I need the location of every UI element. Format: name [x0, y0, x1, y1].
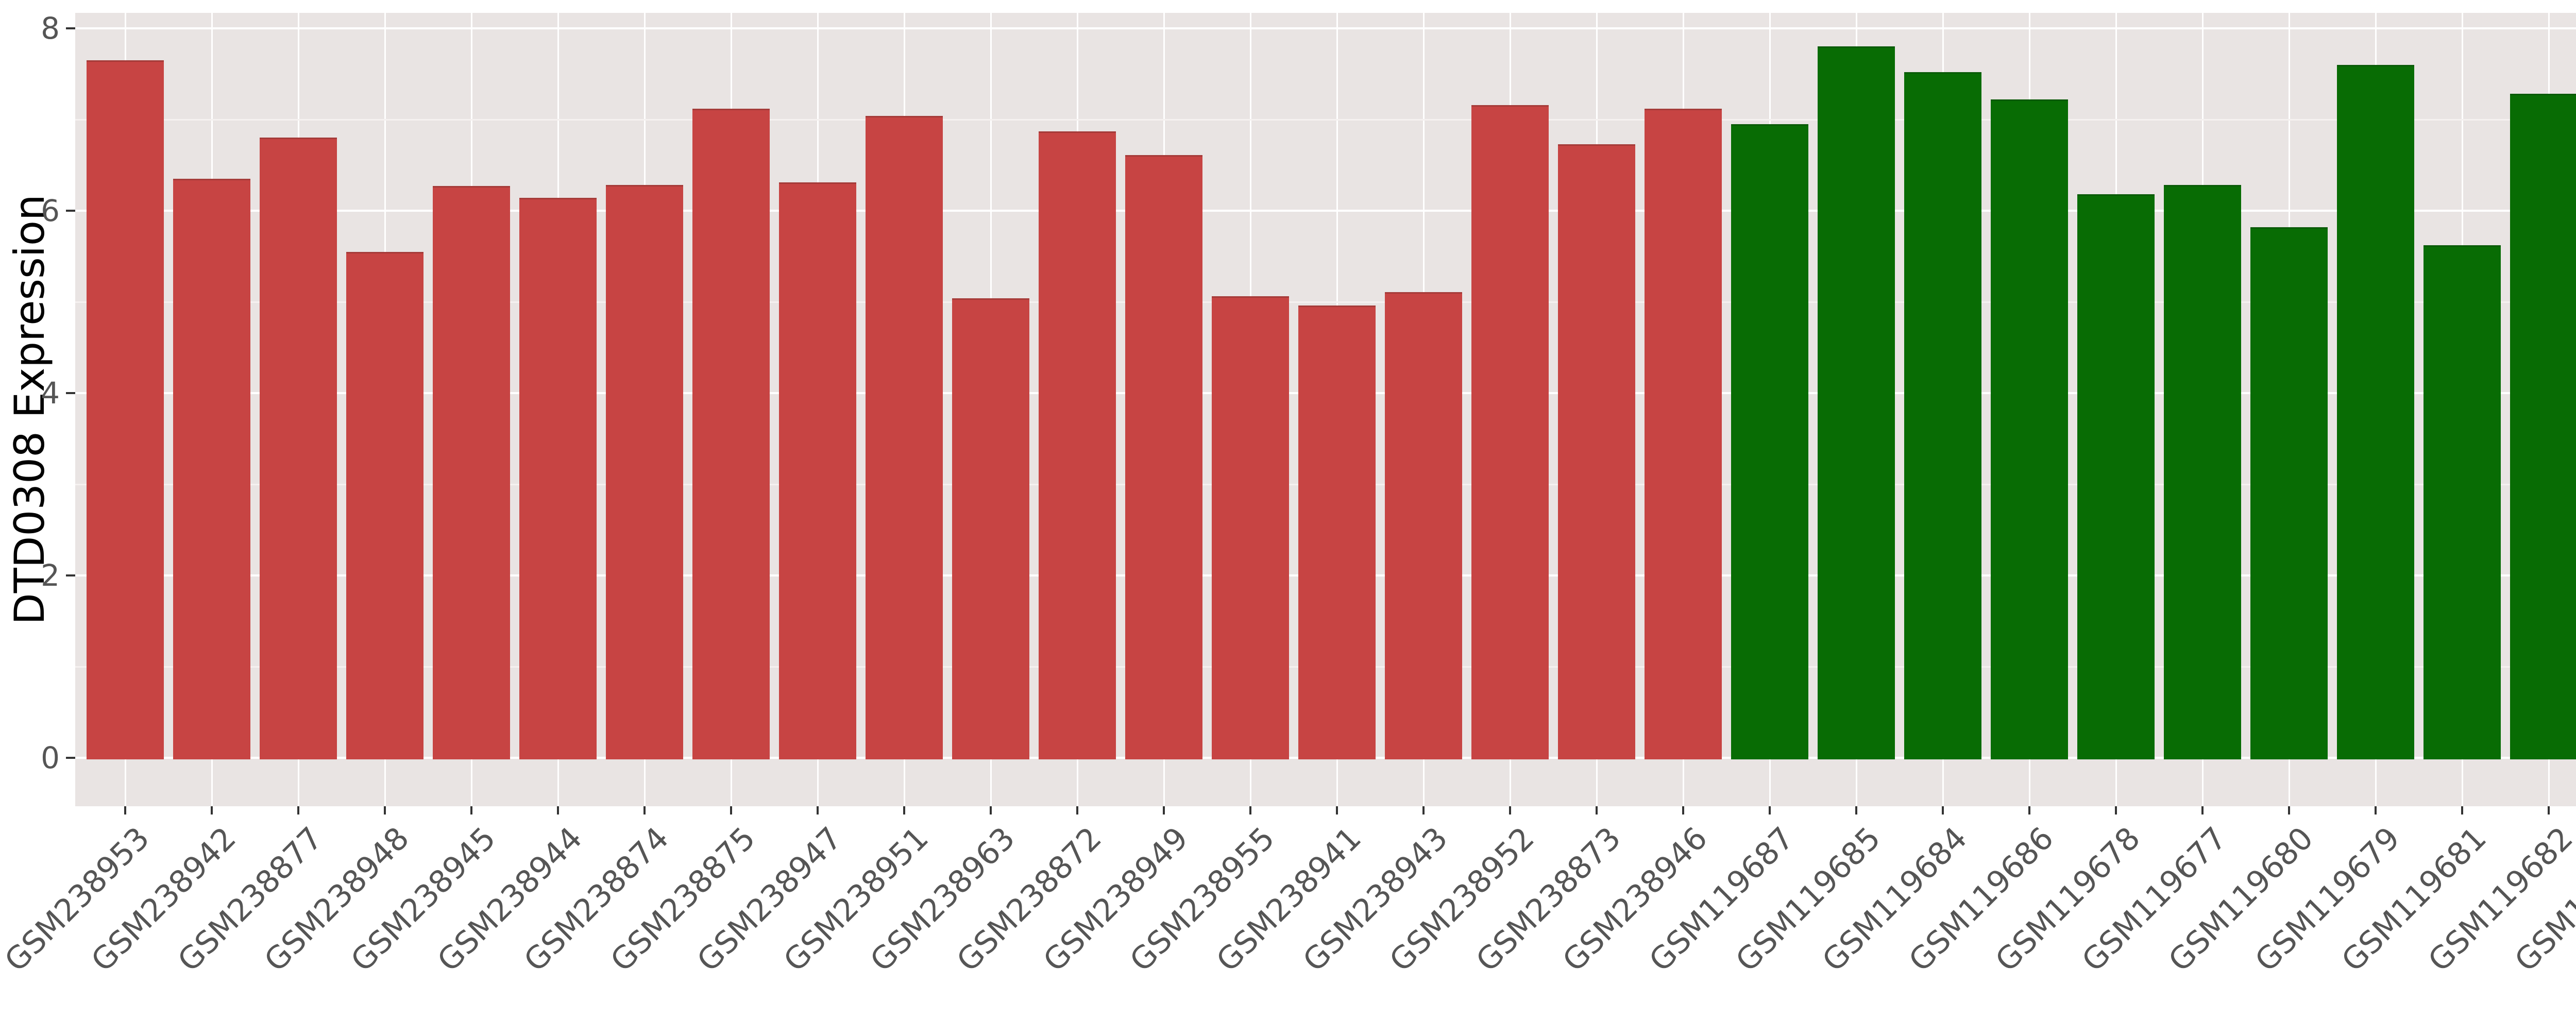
x-tick-mark — [1422, 806, 1425, 815]
y-gridline-minor — [75, 119, 2576, 121]
x-tick-mark — [2375, 806, 2377, 815]
y-tick-mark — [66, 757, 75, 759]
x-tick-mark — [124, 806, 126, 815]
x-tick-mark — [1163, 806, 1165, 815]
y-tick-mark — [66, 392, 75, 394]
x-tick-mark — [297, 806, 299, 815]
bar-GSM238872 — [1039, 131, 1116, 759]
bar-GSM238941 — [1298, 306, 1376, 759]
x-tick-mark — [1682, 806, 1684, 815]
y-tick-label-4: 4 — [41, 376, 60, 411]
y-tick-mark — [66, 27, 75, 29]
bar-GSM238946 — [1645, 108, 1722, 759]
y-tick-mark — [66, 210, 75, 212]
y-gridline-major — [75, 210, 2576, 212]
plot-panel — [75, 13, 2576, 806]
x-tick-mark — [817, 806, 819, 815]
x-tick-mark — [643, 806, 646, 815]
y-gridline-major — [75, 27, 2576, 29]
y-tick-label-6: 6 — [41, 193, 60, 228]
x-tick-mark — [903, 806, 905, 815]
y-tick-label-2: 2 — [41, 558, 60, 593]
bar-GSM119679 — [2337, 64, 2414, 759]
bar-GSM119682 — [2510, 94, 2576, 759]
bar-GSM238951 — [866, 115, 943, 759]
bar-GSM238945 — [433, 186, 510, 759]
x-tick-mark — [2028, 806, 2030, 815]
bar-GSM238875 — [692, 108, 770, 759]
x-tick-mark — [2201, 806, 2204, 815]
x-tick-mark — [2288, 806, 2290, 815]
y-tick-label-0: 0 — [41, 740, 60, 775]
x-tick-mark — [1855, 806, 1857, 815]
bar-GSM119678 — [2077, 194, 2155, 759]
bar-chart-figure: DTD0308 Expression 0 2 4 6 8 GSM238953 GSM2389… — [0, 11, 2576, 979]
x-tick-mark — [1336, 806, 1338, 815]
x-tick-mark — [1076, 806, 1078, 815]
bar-GSM238953 — [87, 60, 164, 759]
x-tick-mark — [384, 806, 386, 815]
x-tick-mark — [730, 806, 732, 815]
x-tick-mark — [1249, 806, 1251, 815]
x-tick-mark — [1769, 806, 1771, 815]
x-tick-mark — [470, 806, 472, 815]
bar-GSM238944 — [519, 198, 597, 759]
bar-GSM119687 — [1731, 124, 1808, 759]
y-gridline-minor — [75, 301, 2576, 303]
x-tick-mark — [2115, 806, 2117, 815]
x-tick-mark — [990, 806, 992, 815]
x-tick-mark — [2461, 806, 2463, 815]
x-tick-mark — [211, 806, 213, 815]
bar-GSM119686 — [1991, 99, 2068, 759]
bar-GSM119677 — [2164, 185, 2241, 759]
bar-GSM238943 — [1385, 292, 1462, 759]
y-axis-title: DTD0308 Expression — [6, 194, 54, 625]
x-tick-mark — [2548, 806, 2550, 815]
x-tick-mark — [557, 806, 559, 815]
bar-GSM238942 — [173, 179, 250, 759]
bar-GSM238955 — [1212, 296, 1289, 759]
bar-GSM119685 — [1818, 46, 1895, 759]
x-tick-mark — [1596, 806, 1598, 815]
bar-GSM238877 — [260, 138, 337, 759]
x-tick-mark — [1942, 806, 1944, 815]
y-tick-mark — [66, 574, 75, 576]
bar-GSM119680 — [2250, 227, 2328, 759]
bar-GSM119684 — [1904, 72, 1981, 759]
bar-GSM238949 — [1125, 155, 1202, 759]
bar-GSM238947 — [779, 182, 856, 759]
bar-GSM238963 — [952, 298, 1029, 759]
bar-GSM238952 — [1471, 105, 1549, 759]
y-tick-label-8: 8 — [41, 11, 60, 46]
bar-GSM238874 — [606, 185, 683, 759]
bar-GSM238948 — [346, 251, 423, 759]
x-tick-mark — [1509, 806, 1511, 815]
bar-GSM238873 — [1558, 144, 1635, 759]
bar-GSM119681 — [2424, 245, 2501, 759]
